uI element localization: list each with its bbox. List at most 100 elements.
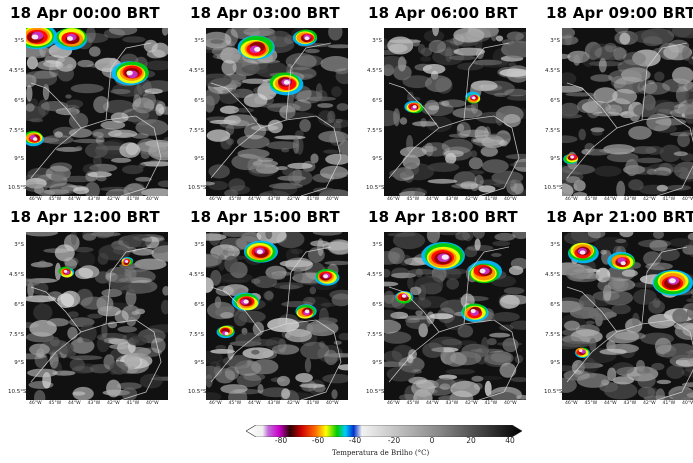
lon-tick-label: 42°W bbox=[465, 401, 478, 406]
lon-tick-label: 43°W bbox=[445, 401, 459, 406]
lon-tick-label: 41°W bbox=[306, 401, 320, 406]
lat-tick-label: 6°S bbox=[14, 302, 24, 308]
lon-tick-label: 43°W bbox=[87, 401, 101, 406]
lat-tick-label: 3°S bbox=[14, 38, 24, 44]
lon-tick-label: 42°W bbox=[643, 197, 656, 202]
lon-tick-label: 45°W bbox=[584, 197, 598, 202]
lon-tick-label: 46°W bbox=[209, 401, 222, 406]
lon-tick-label: 45°W bbox=[48, 401, 62, 406]
panel-title: 18 Apr 09:00 BRT bbox=[546, 4, 693, 22]
colorbar-tick: 20 bbox=[466, 436, 476, 445]
lat-tick-label: 7.5°S bbox=[545, 128, 560, 134]
lat-tick-label: 10.5°S bbox=[188, 389, 207, 395]
lon-tick-label: 40°W bbox=[504, 401, 517, 406]
lon-tick-label: 44°W bbox=[248, 197, 261, 202]
satellite-map bbox=[206, 232, 348, 400]
lat-tick-label: 10.5°S bbox=[8, 389, 27, 395]
lon-tick-label: 40°W bbox=[146, 197, 159, 202]
lon-tick-label: 45°W bbox=[406, 401, 420, 406]
lat-tick-label: 6°S bbox=[372, 98, 382, 104]
lat-tick-label: 3°S bbox=[550, 242, 560, 248]
lat-tick-label: 3°S bbox=[550, 38, 560, 44]
panel-title: 18 Apr 00:00 BRT bbox=[10, 4, 160, 22]
lon-tick-label: 46°W bbox=[565, 197, 578, 202]
lat-tick-label: 10.5°S bbox=[544, 389, 563, 395]
lat-tick-label: 4.5°S bbox=[545, 68, 560, 74]
lat-tick-label: 10.5°S bbox=[366, 185, 385, 191]
lon-tick-label: 45°W bbox=[406, 197, 420, 202]
lon-tick-label: 46°W bbox=[29, 197, 42, 202]
satellite-map bbox=[384, 232, 526, 400]
lat-tick-label: 10.5°S bbox=[8, 185, 27, 191]
satellite-map bbox=[26, 28, 168, 196]
colorbar-label: Temperatura de Brilho (°C) bbox=[332, 449, 430, 457]
panel-2: 18 Apr 03:00 BRT 3°S 4.5°S 6°S 7.5°S 9°S 10.5… bbox=[188, 4, 350, 202]
colorbar bbox=[245, 422, 523, 438]
lon-tick-label: 46°W bbox=[565, 401, 578, 406]
lon-tick-label: 44°W bbox=[604, 401, 617, 406]
lon-tick-label: 42°W bbox=[107, 197, 120, 202]
lat-tick-label: 4.5°S bbox=[367, 68, 382, 74]
lon-tick-label: 41°W bbox=[662, 401, 676, 406]
lon-tick-label: 46°W bbox=[29, 401, 42, 406]
lon-tick-label: 40°W bbox=[682, 197, 693, 202]
lat-tick-label: 7.5°S bbox=[9, 332, 24, 338]
lat-tick-label: 10.5°S bbox=[366, 389, 385, 395]
lat-tick-label: 7.5°S bbox=[367, 128, 382, 134]
lat-tick-label: 4.5°S bbox=[367, 272, 382, 278]
lat-tick-label: 3°S bbox=[194, 242, 204, 248]
panel-8: 18 Apr 21:00 BRT 3°S 4.5°S 6°S 7.5°S 9°S 10.5… bbox=[544, 208, 693, 406]
lat-tick-label: 6°S bbox=[194, 302, 204, 308]
colorbar-tick: -80 bbox=[274, 436, 288, 445]
lat-tick-label: 4.5°S bbox=[189, 68, 204, 74]
lat-tick-label: 9°S bbox=[550, 360, 560, 366]
lat-tick-label: 6°S bbox=[550, 302, 560, 308]
colorbar-tick: -40 bbox=[348, 436, 362, 445]
lat-tick-label: 10.5°S bbox=[188, 185, 207, 191]
lat-tick-label: 9°S bbox=[194, 360, 204, 366]
panel-3: 18 Apr 06:00 BRT 3°S 4.5°S 6°S 7.5°S 9°S 10.5… bbox=[366, 4, 528, 202]
lat-tick-label: 3°S bbox=[14, 242, 24, 248]
lon-tick-label: 44°W bbox=[426, 197, 439, 202]
lon-tick-label: 44°W bbox=[68, 197, 81, 202]
lon-tick-label: 45°W bbox=[584, 401, 598, 406]
lat-tick-label: 9°S bbox=[372, 360, 382, 366]
lon-tick-label: 43°W bbox=[267, 197, 281, 202]
colorbar-tick: 40 bbox=[505, 436, 515, 445]
lon-tick-label: 42°W bbox=[465, 197, 478, 202]
satellite-map bbox=[384, 28, 526, 196]
colorbar-gradient bbox=[245, 424, 523, 438]
lat-tick-label: 9°S bbox=[550, 156, 560, 162]
lon-tick-label: 44°W bbox=[604, 197, 617, 202]
lon-tick-label: 42°W bbox=[643, 401, 656, 406]
lon-tick-label: 41°W bbox=[306, 197, 320, 202]
lon-tick-label: 43°W bbox=[267, 401, 281, 406]
lon-tick-label: 44°W bbox=[426, 401, 439, 406]
satellite-map bbox=[26, 232, 168, 400]
lon-tick-label: 44°W bbox=[68, 401, 81, 406]
lat-tick-label: 4.5°S bbox=[189, 272, 204, 278]
lon-tick-label: 45°W bbox=[228, 197, 242, 202]
lon-tick-label: 46°W bbox=[387, 401, 400, 406]
lat-tick-label: 3°S bbox=[194, 38, 204, 44]
lat-tick-label: 9°S bbox=[372, 156, 382, 162]
panel-title: 18 Apr 06:00 BRT bbox=[368, 4, 518, 22]
lon-tick-label: 46°W bbox=[209, 197, 222, 202]
lon-tick-label: 43°W bbox=[87, 197, 101, 202]
lat-tick-label: 9°S bbox=[194, 156, 204, 162]
lat-tick-label: 7.5°S bbox=[367, 332, 382, 338]
panel-6: 18 Apr 15:00 BRT 3°S 4.5°S 6°S 7.5°S 9°S 10.5… bbox=[188, 208, 350, 406]
lat-tick-label: 4.5°S bbox=[9, 272, 24, 278]
lon-tick-label: 42°W bbox=[287, 401, 300, 406]
lat-tick-label: 9°S bbox=[14, 360, 24, 366]
panel-5: 18 Apr 12:00 BRT 3°S 4.5°S 6°S 7.5°S 9°S 10.5… bbox=[8, 208, 170, 406]
lat-tick-label: 9°S bbox=[14, 156, 24, 162]
lon-tick-label: 40°W bbox=[326, 197, 339, 202]
panel-title: 18 Apr 12:00 BRT bbox=[10, 208, 160, 226]
lon-tick-label: 40°W bbox=[146, 401, 159, 406]
lon-tick-label: 45°W bbox=[48, 197, 62, 202]
colorbar-tick: 0 bbox=[429, 436, 435, 445]
lat-tick-label: 3°S bbox=[372, 38, 382, 44]
lon-tick-label: 40°W bbox=[682, 401, 693, 406]
satellite-map bbox=[206, 28, 348, 196]
